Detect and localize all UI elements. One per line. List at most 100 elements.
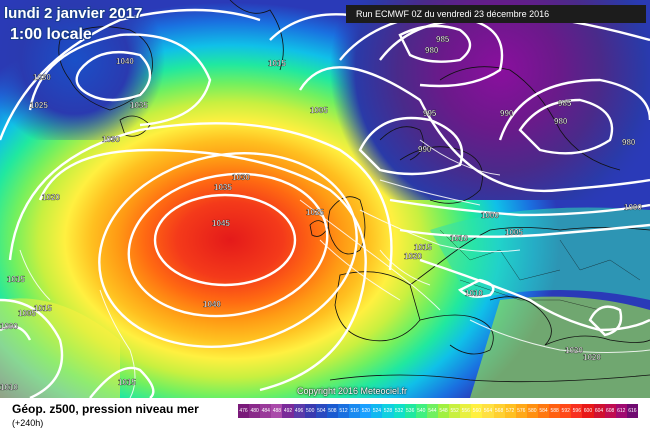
scale-label: 520	[361, 408, 370, 414]
isobar-label: 1035	[214, 183, 232, 192]
scale-label: 480	[250, 408, 259, 414]
isobar-label: 1020	[583, 353, 601, 362]
scale-swatch: 604	[593, 404, 605, 418]
isobar-label: 1015	[34, 304, 52, 313]
isobar-label: 1020	[565, 346, 583, 355]
isobar-label: 1015	[118, 378, 136, 387]
pressure-map: 1040 1030 1025 1035 1030 1015 1005 985 9…	[0, 0, 650, 398]
isobar-label: 995	[423, 109, 437, 118]
scale-label: 544	[428, 408, 437, 414]
scale-label: 604	[594, 408, 604, 414]
scale-label: 504	[317, 408, 326, 414]
scale-label: 608	[605, 408, 615, 414]
scale-label: 576	[517, 408, 526, 414]
scale-swatch: 496	[293, 404, 305, 418]
parameter-label: Géop. z500, pression niveau mer	[12, 402, 199, 416]
scale-swatch: 512	[337, 404, 350, 418]
scale-swatch: 596	[571, 404, 583, 418]
run-info: Run ECMWF 0Z du vendredi 23 décembre 201…	[346, 5, 646, 23]
scale-label: 492	[283, 408, 293, 414]
color-scale: 476 480 484 488 492 496 500 504 508 512 516 520 524 5…	[238, 404, 638, 418]
scale-label: 568	[494, 408, 504, 414]
scale-swatch: 576	[515, 404, 527, 418]
legend-bar: Géop. z500, pression niveau mer (+240h) …	[0, 398, 650, 433]
isobar-label: 1020	[404, 252, 422, 261]
scale-swatch: 528	[382, 404, 394, 418]
scale-swatch: 556	[460, 404, 472, 418]
isobar-label: 985	[558, 99, 572, 108]
scale-swatch: 560	[471, 404, 483, 418]
scale-label: 560	[472, 408, 482, 414]
isobar-label: 1045	[212, 219, 230, 228]
scale-swatch: 588	[549, 404, 561, 418]
scale-swatch: 524	[371, 404, 383, 418]
scale-label: 496	[294, 408, 304, 414]
scale-swatch: 572	[504, 404, 516, 418]
scale-label: 536	[406, 408, 415, 414]
lead-time: (+240h)	[12, 418, 44, 428]
scale-label: 508	[328, 408, 337, 414]
scale-swatch: 544	[426, 404, 438, 418]
isobar-label: 1030	[232, 173, 250, 182]
isobar-label: 980	[622, 138, 636, 147]
scale-swatch: 616	[626, 404, 638, 418]
scale-label: 572	[506, 408, 515, 414]
scale-label: 612	[617, 408, 626, 414]
scale-swatch: 504	[315, 404, 327, 418]
scale-swatch: 552	[449, 404, 461, 418]
isobar-label: 1015	[414, 243, 432, 252]
scale-swatch: 580	[526, 404, 538, 418]
scale-label: 616	[628, 408, 637, 414]
scale-swatch: 492	[282, 404, 294, 418]
isobar-label: 1025	[306, 208, 324, 217]
isobar-label: 1030	[33, 73, 51, 82]
scale-label: 516	[350, 408, 359, 414]
isobar-label: 980	[425, 46, 439, 55]
scale-label: 600	[583, 408, 593, 414]
scale-label: 548	[439, 408, 448, 414]
scale-swatch: 584	[537, 404, 550, 418]
scale-label: 564	[483, 408, 493, 414]
scale-swatch: 540	[415, 404, 427, 418]
scale-swatch: 508	[326, 404, 338, 418]
isobar-label: 990	[500, 109, 514, 118]
scale-swatch: 548	[437, 404, 450, 418]
isobar-label: 1000	[0, 322, 18, 331]
scale-swatch: 536	[404, 404, 416, 418]
isobar-label: 1005	[18, 309, 36, 318]
scale-label: 524	[372, 408, 382, 414]
isobar-label: 1010	[0, 383, 18, 392]
scale-swatch: 600	[582, 404, 594, 418]
isobar-label: 1000	[624, 203, 642, 212]
isobar-label: 1040	[203, 300, 221, 309]
isobar-label: 1005	[505, 228, 523, 237]
scale-swatch: 532	[393, 404, 405, 418]
scale-swatch: 480	[249, 404, 261, 418]
scale-label: 540	[417, 408, 426, 414]
scale-label: 588	[550, 408, 559, 414]
scale-swatch: 564	[482, 404, 494, 418]
scale-swatch: 520	[360, 404, 372, 418]
coastlines	[58, 0, 650, 383]
scale-label: 500	[306, 408, 315, 414]
scale-label: 532	[394, 408, 404, 414]
isobar-label: 1005	[310, 106, 328, 115]
scale-label: 512	[339, 408, 348, 414]
isobar-label: 1010	[465, 289, 483, 298]
copyright: Copyright 2016 Meteociel.fr	[297, 386, 408, 396]
scale-swatch: 500	[304, 404, 316, 418]
isobar-label: 1035	[130, 101, 148, 110]
scale-swatch: 568	[493, 404, 505, 418]
isobars	[0, 8, 650, 398]
isobar-label: 1015	[7, 275, 25, 284]
scale-label: 596	[572, 408, 581, 414]
forecast-date: lundi 2 janvier 2017	[4, 5, 143, 22]
scale-swatch: 516	[349, 404, 361, 418]
scale-swatch: 612	[615, 404, 627, 418]
scale-swatch: 608	[604, 404, 616, 418]
scale-label: 552	[450, 408, 459, 414]
isobar-label: 1030	[102, 135, 120, 144]
scale-label: 584	[539, 408, 548, 414]
scale-swatch: 476	[238, 404, 250, 418]
